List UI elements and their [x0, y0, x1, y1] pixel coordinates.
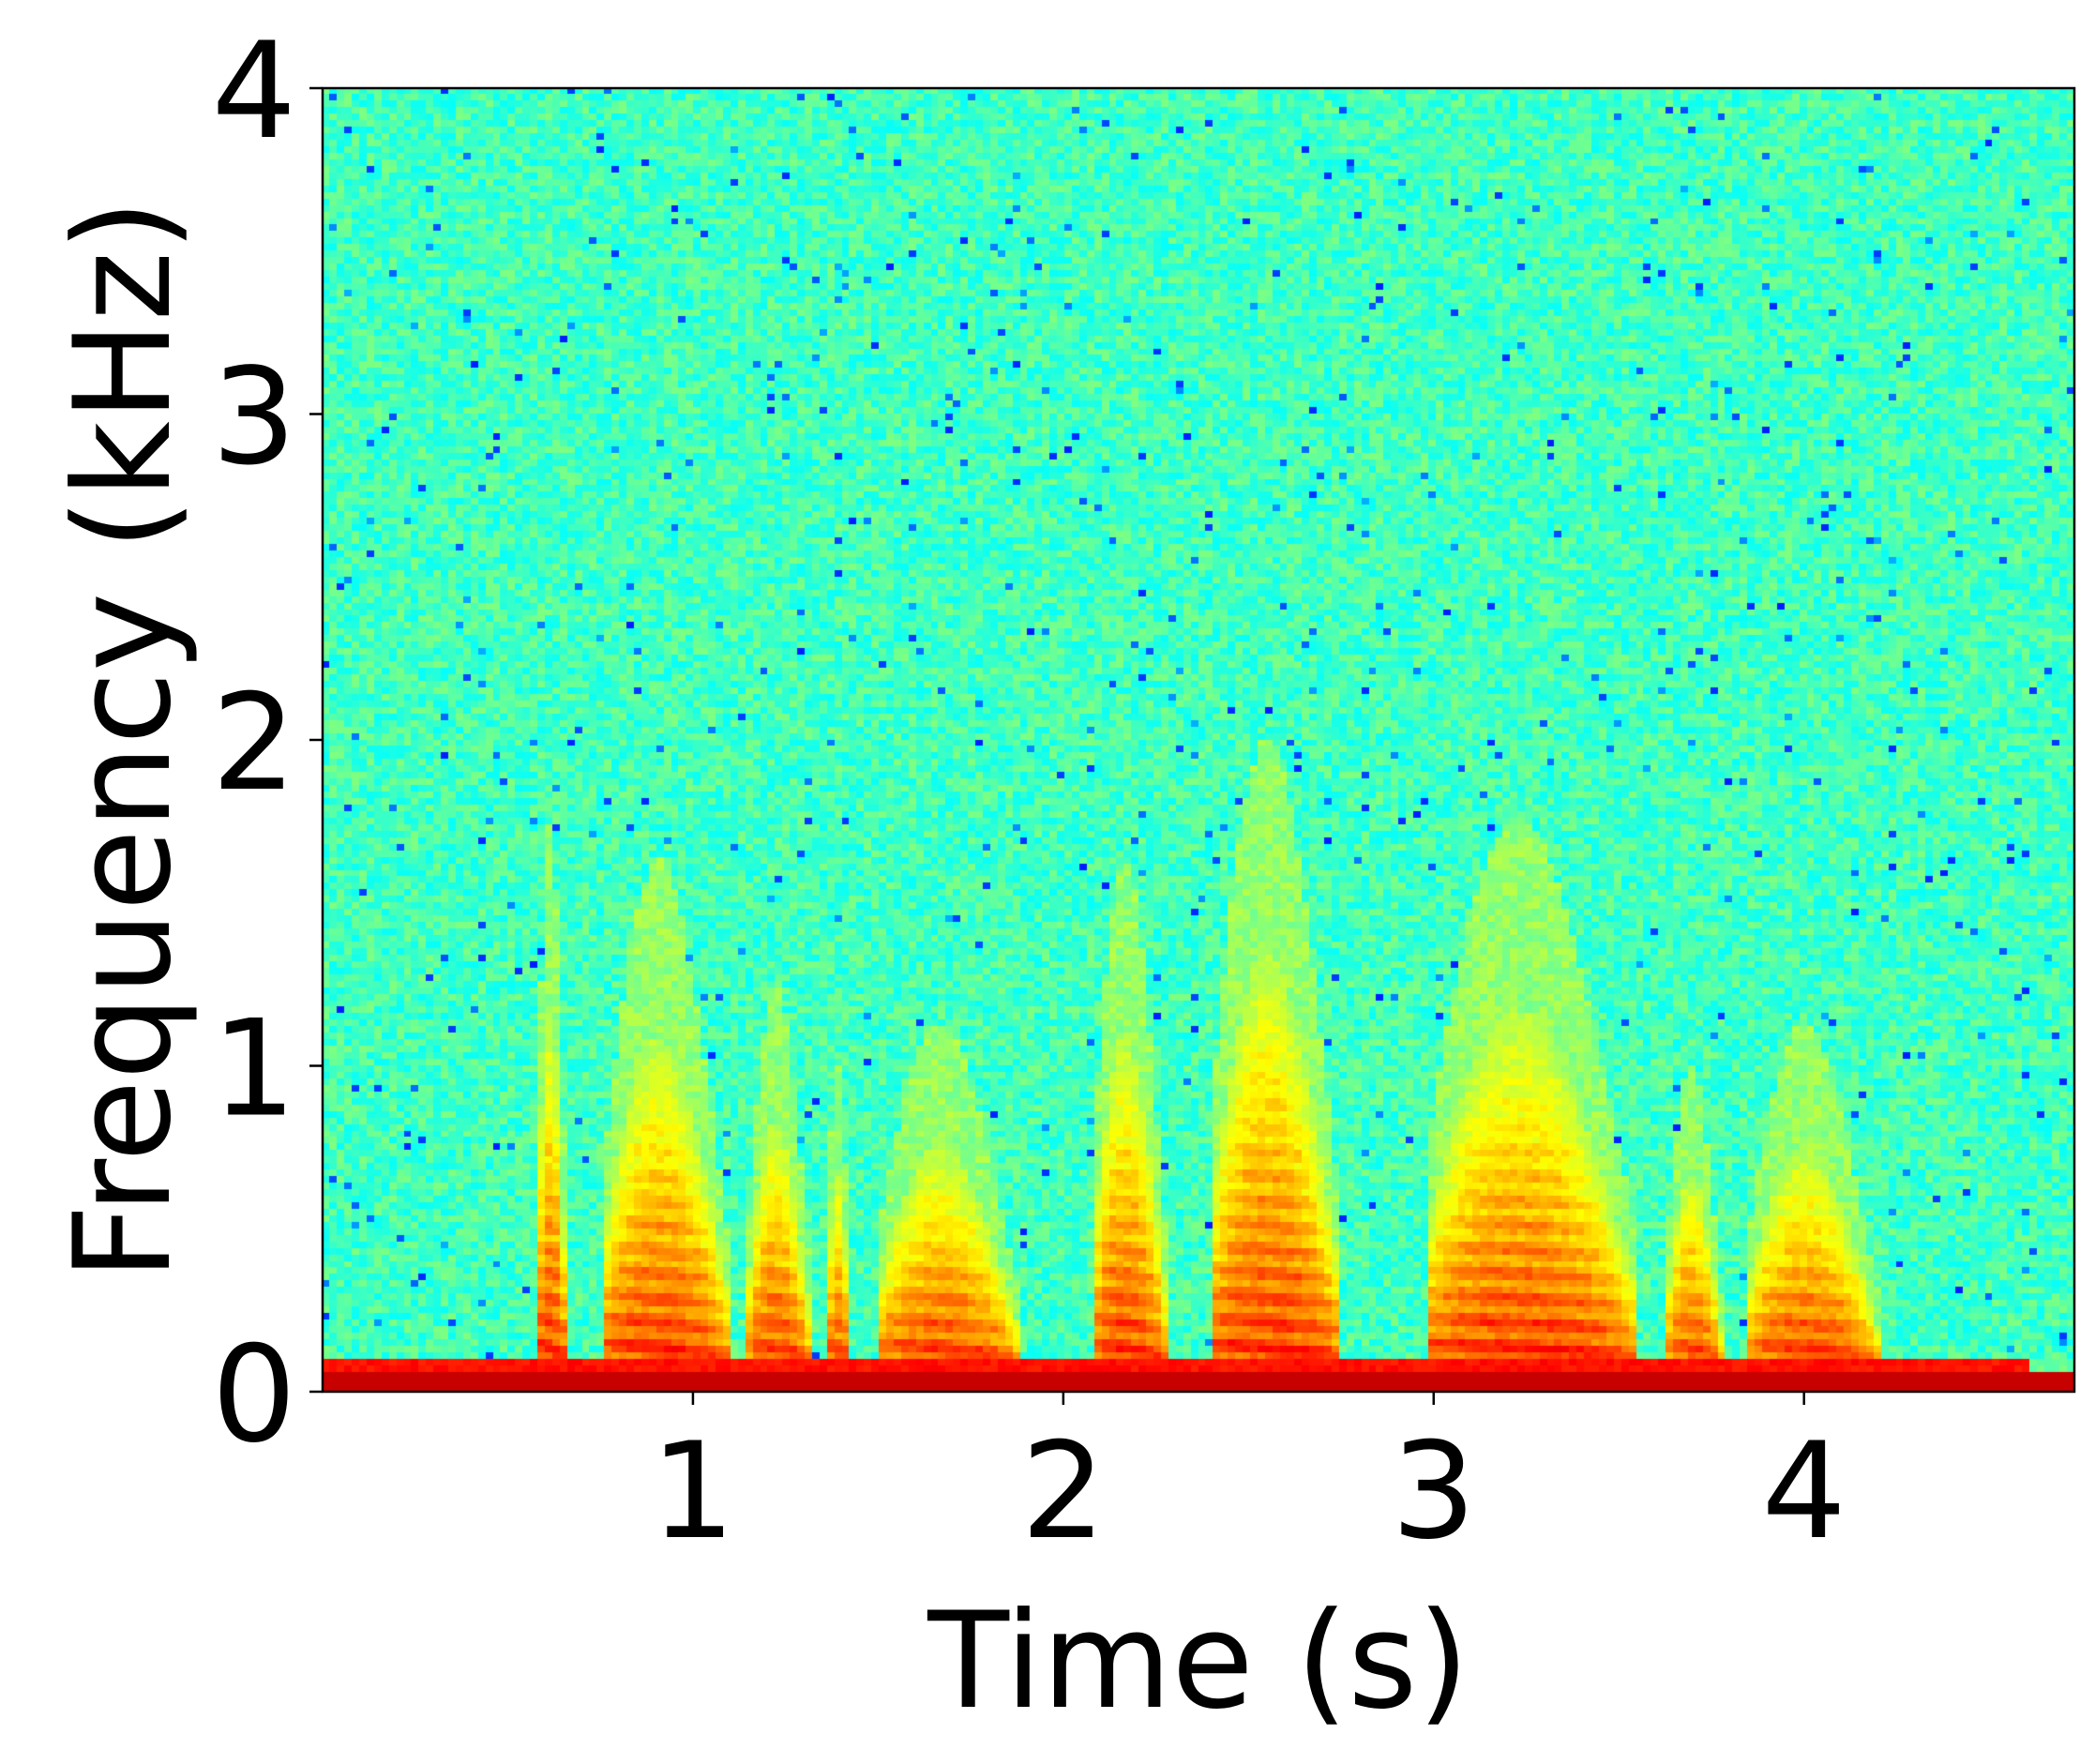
axes: 1 2 3 4 0 1 2 3 4 [212, 14, 2076, 1569]
x-tick-label: 2 [1021, 1414, 1106, 1569]
x-axis-label: Time (s) [927, 1584, 1469, 1739]
y-tick-label: 1 [212, 992, 296, 1147]
y-tick-label: 2 [212, 666, 296, 821]
x-tick-label: 3 [1392, 1414, 1476, 1569]
plot-area [323, 88, 2074, 1392]
y-tick-label: 3 [212, 340, 296, 495]
y-tick-label: 0 [212, 1318, 296, 1472]
x-tick-label: 4 [1762, 1414, 1846, 1569]
spectrogram-image [323, 88, 2074, 1392]
x-tick-label: 1 [651, 1414, 735, 1569]
y-axis-label: Frequency (kHz) [46, 199, 201, 1280]
y-tick-label: 4 [212, 14, 296, 169]
